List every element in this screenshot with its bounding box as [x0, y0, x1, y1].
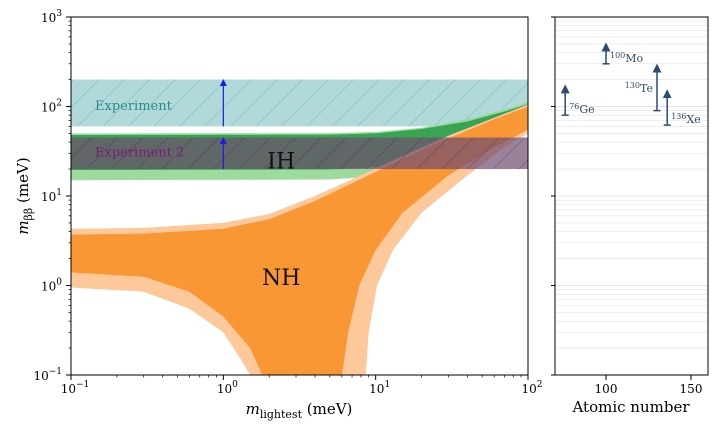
side-plot-data: 76Ge 100Mo 130Te 136Xe: [560, 42, 701, 126]
experiment-band-2-label: Experiment 2: [95, 145, 184, 160]
side-plot-ticks: 100 150: [551, 16, 703, 396]
main-y-tick-label-4: 103: [41, 9, 62, 25]
main-x-tick-label-3: 102: [521, 380, 542, 396]
side-plot-panel: 76Ge 100Mo 130Te 136Xe 100 150 Atomic number: [551, 16, 709, 416]
main-x-tick-label-1: 100: [217, 380, 238, 396]
isotope-label-mo: 100Mo: [610, 51, 644, 65]
main-plot-ticks: 10−1 100 101 102 10−1 100 101 102 103: [33, 9, 542, 396]
isotope-label-xe: 136Xe: [671, 112, 701, 126]
side-x-tick-label-0: 100: [595, 382, 618, 396]
side-x-tick-label-1: 150: [680, 382, 703, 396]
experiment-band-2-hatch: [71, 137, 528, 170]
main-plot-labels: Experiment Experiment 2 IH NH: [95, 99, 300, 291]
main-x-tick-label-0: 10−1: [61, 380, 90, 396]
experiment-band-1-label: Experiment: [95, 99, 173, 114]
main-plot-panel: Experiment Experiment 2 IH NH 10−1 100 101 102…: [14, 9, 543, 421]
region-label-nh: NH: [262, 266, 300, 291]
main-y-tick-label-2: 101: [41, 188, 62, 204]
isotope-label-ge: 76Ge: [569, 102, 594, 116]
main-x-axis-label: mlightest (meV): [246, 400, 353, 421]
main-y-tick-label-1: 100: [41, 278, 62, 294]
main-plot-data: [71, 78, 528, 375]
side-x-axis-label: Atomic number: [571, 398, 690, 416]
isotope-label-te: 130Te: [625, 81, 653, 95]
main-x-tick-label-2: 101: [369, 380, 390, 396]
region-label-ih: IH: [267, 149, 295, 174]
nh-band-inner: [71, 106, 528, 375]
side-plot-grid: [555, 20, 708, 375]
main-y-axis-label: mββ (meV): [14, 157, 35, 234]
main-y-tick-label-3: 102: [41, 99, 62, 115]
main-y-tick-label-0: 10−1: [33, 367, 62, 383]
experiment-band-1-hatch: [71, 79, 528, 127]
